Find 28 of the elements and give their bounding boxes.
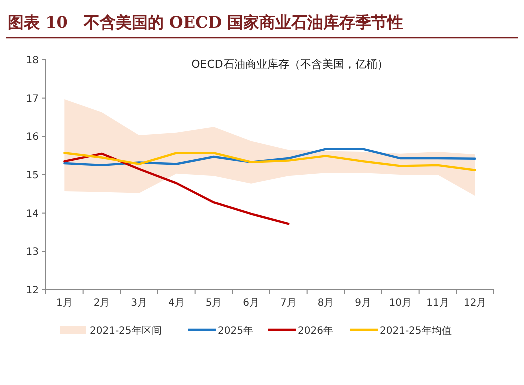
x-tick-label: 10月 [389,298,412,309]
chart-subtitle: OECD石油商业库存（不含美国，亿桶） [192,58,388,71]
y-tick-label: 18 [26,56,39,66]
chart-title: 图表 10 不含美国的 OECD 国家商业石油库存季节性 [8,13,404,32]
x-tick-label: 1月 [56,298,73,309]
line-series [64,152,476,172]
legend-label: 2021-25年均值 [380,325,452,337]
x-tick-label: 12月 [464,298,487,309]
x-tick-label: 2月 [94,298,110,309]
line-series [64,152,290,226]
line-series [64,148,476,167]
x-tick-label: 6月 [243,298,260,309]
x-tick-label: 8月 [318,298,334,309]
x-tick-label: 3月 [131,298,148,309]
x-tick-label: 4月 [168,298,185,309]
y-tick-label: 12 [26,286,39,296]
y-tick-label: 15 [26,170,39,182]
x-tick-label: 5月 [206,298,222,309]
y-tick-label: 13 [26,247,39,258]
x-tick-label: 9月 [355,298,372,309]
y-tick-label: 16 [26,132,39,144]
legend-label: 2025年 [218,325,254,337]
legend-label: 2021-25年区间 [90,325,162,337]
y-tick-label: 17 [26,94,39,105]
y-tick-label: 14 [26,208,39,220]
legend-label: 2026年 [298,325,334,337]
x-tick-label: 7月 [280,298,297,309]
x-tick-label: 11月 [426,298,450,309]
